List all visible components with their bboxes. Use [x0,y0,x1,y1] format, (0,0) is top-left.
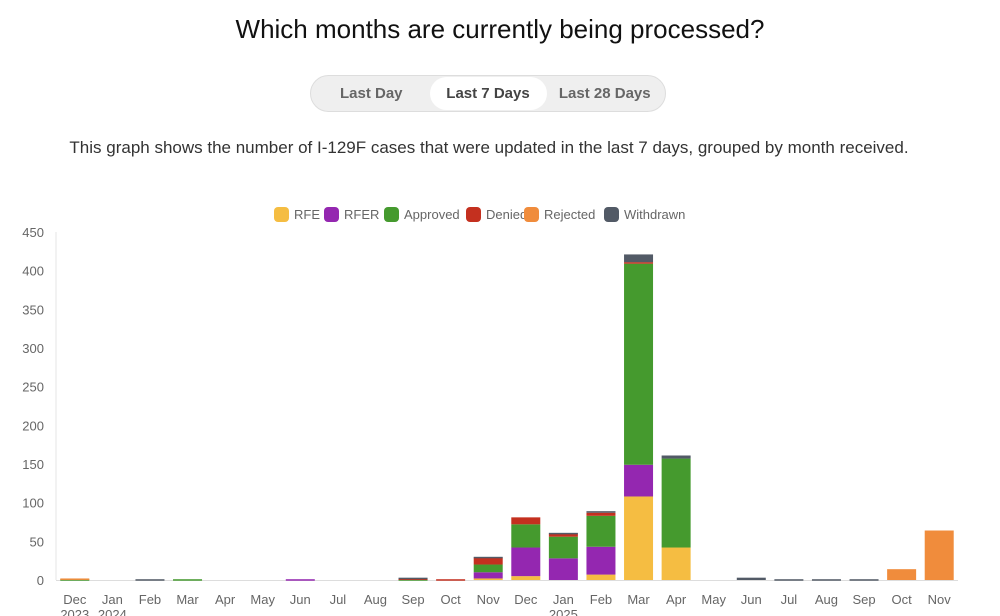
bar-segment-rfe [473,578,503,580]
bar-segment-withdrawn [548,532,578,535]
x-tick-label: 2025 [549,607,578,616]
x-tick-label: Feb [590,592,612,607]
x-tick-label: Feb [139,592,161,607]
x-tick-label: Sep [852,592,875,607]
bar-segment-denied [586,512,616,516]
legend-label: RFER [344,207,379,222]
bar-segment-rfe [511,576,541,580]
bar-segment-withdrawn [736,577,766,580]
bar-segment-rfer [624,464,654,497]
bar-segment-approved [473,564,503,573]
time-range-toggle: Last Day Last 7 Days Last 28 Days [310,75,666,112]
y-tick-label: 50 [30,534,44,549]
bar-segment-denied [473,557,503,565]
legend-swatch [324,207,339,222]
bar-segment-withdrawn [661,455,691,459]
x-tick-label: Dec [514,592,538,607]
bar-segment-approved [624,263,654,465]
bar-segment-withdrawn [398,577,428,580]
legend-swatch [524,207,539,222]
x-tick-label: Mar [176,592,199,607]
page-title: Which months are currently being process… [235,14,765,44]
bar-segment-denied [548,533,578,537]
bar-segment-rejected [887,569,917,580]
bar-segment-approved [60,579,90,581]
bar-segment-withdrawn [811,579,841,581]
bar-segment-rfe [661,547,691,580]
x-tick-label: Jun [741,592,762,607]
x-tick-label: 2023 [60,607,89,616]
stacked-bar-chart: RFE RFER Approved Denied Rejected Withdrawn 0 5… [22,207,958,616]
toggle-last-day[interactable]: Last Day [339,85,403,102]
toggle-last-28-days[interactable]: Last 28 Days [558,85,651,102]
x-tick-label: May [250,592,275,607]
y-tick-label: 300 [22,341,44,356]
y-tick-label: 450 [22,225,44,240]
x-tick-label: Jan [553,592,574,607]
legend-label: Denied [486,207,527,222]
x-tick-label: Oct [441,592,462,607]
legend-swatch [466,207,481,222]
toggle-last-7-days[interactable]: Last 7 Days [429,77,547,110]
x-tick-label: Mar [627,592,650,607]
x-tick-label: Nov [477,592,501,607]
legend-label: RFE [294,207,320,222]
legend-swatch [384,207,399,222]
bar-segment-rfer [285,579,315,581]
x-tick-label: May [701,592,726,607]
bar-segment-withdrawn [586,511,616,513]
bar-segment-denied [398,578,428,580]
bar-segment-denied [436,579,466,581]
y-tick-label: 0 [37,573,44,588]
x-tick-label: Jul [781,592,798,607]
bar-segment-approved [398,579,428,581]
bar-segment-rejected [924,530,954,580]
bar-segment-rfer [473,572,503,579]
y-tick-label: 150 [22,457,44,472]
x-tick-label: Apr [215,592,236,607]
bar-segment-withdrawn [135,579,165,581]
x-tick-label: Oct [892,592,913,607]
y-tick-label: 200 [22,418,44,433]
bar-segment-withdrawn [774,579,804,581]
bar-segment-withdrawn [624,254,654,263]
chart-description: This graph shows the number of I-129F ca… [69,138,909,157]
x-tick-label: Aug [364,592,387,607]
bar-segment-approved [586,515,616,547]
bar-segment-withdrawn [849,579,879,581]
bar-segment-approved [173,579,203,581]
y-tick-label: 100 [22,496,44,511]
bar-segment-approved [511,524,541,548]
legend-swatch [604,207,619,222]
x-tick-label: Jan [102,592,123,607]
y-tick-label: 250 [22,380,44,395]
legend-swatch [274,207,289,222]
x-tick-label: Aug [815,592,838,607]
x-tick-label: Nov [928,592,952,607]
bar-segment-rejected [60,578,90,580]
bar-segment-rfer [548,558,578,580]
x-tick-label: Jul [330,592,347,607]
y-tick-label: 350 [22,302,44,317]
x-tick-label: Jun [290,592,311,607]
bar-segment-denied [511,517,541,525]
legend-label: Withdrawn [624,207,685,222]
y-tick-label: 400 [22,264,44,279]
legend-label: Approved [404,207,460,222]
x-tick-label: Sep [401,592,424,607]
bar-segment-approved [548,536,578,559]
x-tick-label: Apr [666,592,687,607]
bar-segment-denied [624,262,654,264]
x-tick-label: 2024 [98,607,127,616]
bar-segment-rfer [586,546,616,575]
bar-segment-rfer [511,547,541,577]
bar-segment-rfe [624,496,654,580]
bar-segment-approved [661,458,691,548]
legend-label: Rejected [544,207,595,222]
x-tick-label: Dec [63,592,87,607]
bar-segment-rfe [586,574,616,580]
bar-segment-withdrawn [473,556,503,559]
